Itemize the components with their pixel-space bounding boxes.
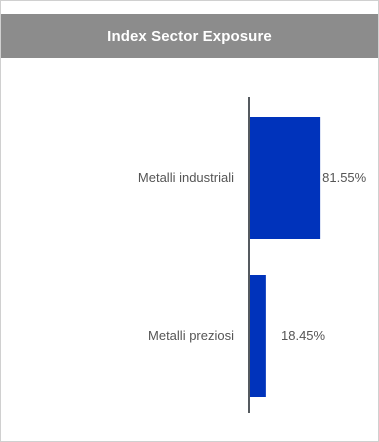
category-label-1: Metalli industriali	[138, 170, 234, 185]
bar-2	[250, 275, 266, 397]
value-label-1: 81.55%	[322, 170, 367, 185]
value-label-2: 18.45%	[281, 328, 326, 343]
panel-title: Index Sector Exposure	[1, 14, 378, 58]
labels-layer: Metalli industriali 81.55% Metalli prezios…	[138, 170, 367, 343]
bar-1	[250, 117, 321, 239]
bars-layer	[250, 117, 321, 397]
category-label-2: Metalli preziosi	[148, 328, 234, 343]
